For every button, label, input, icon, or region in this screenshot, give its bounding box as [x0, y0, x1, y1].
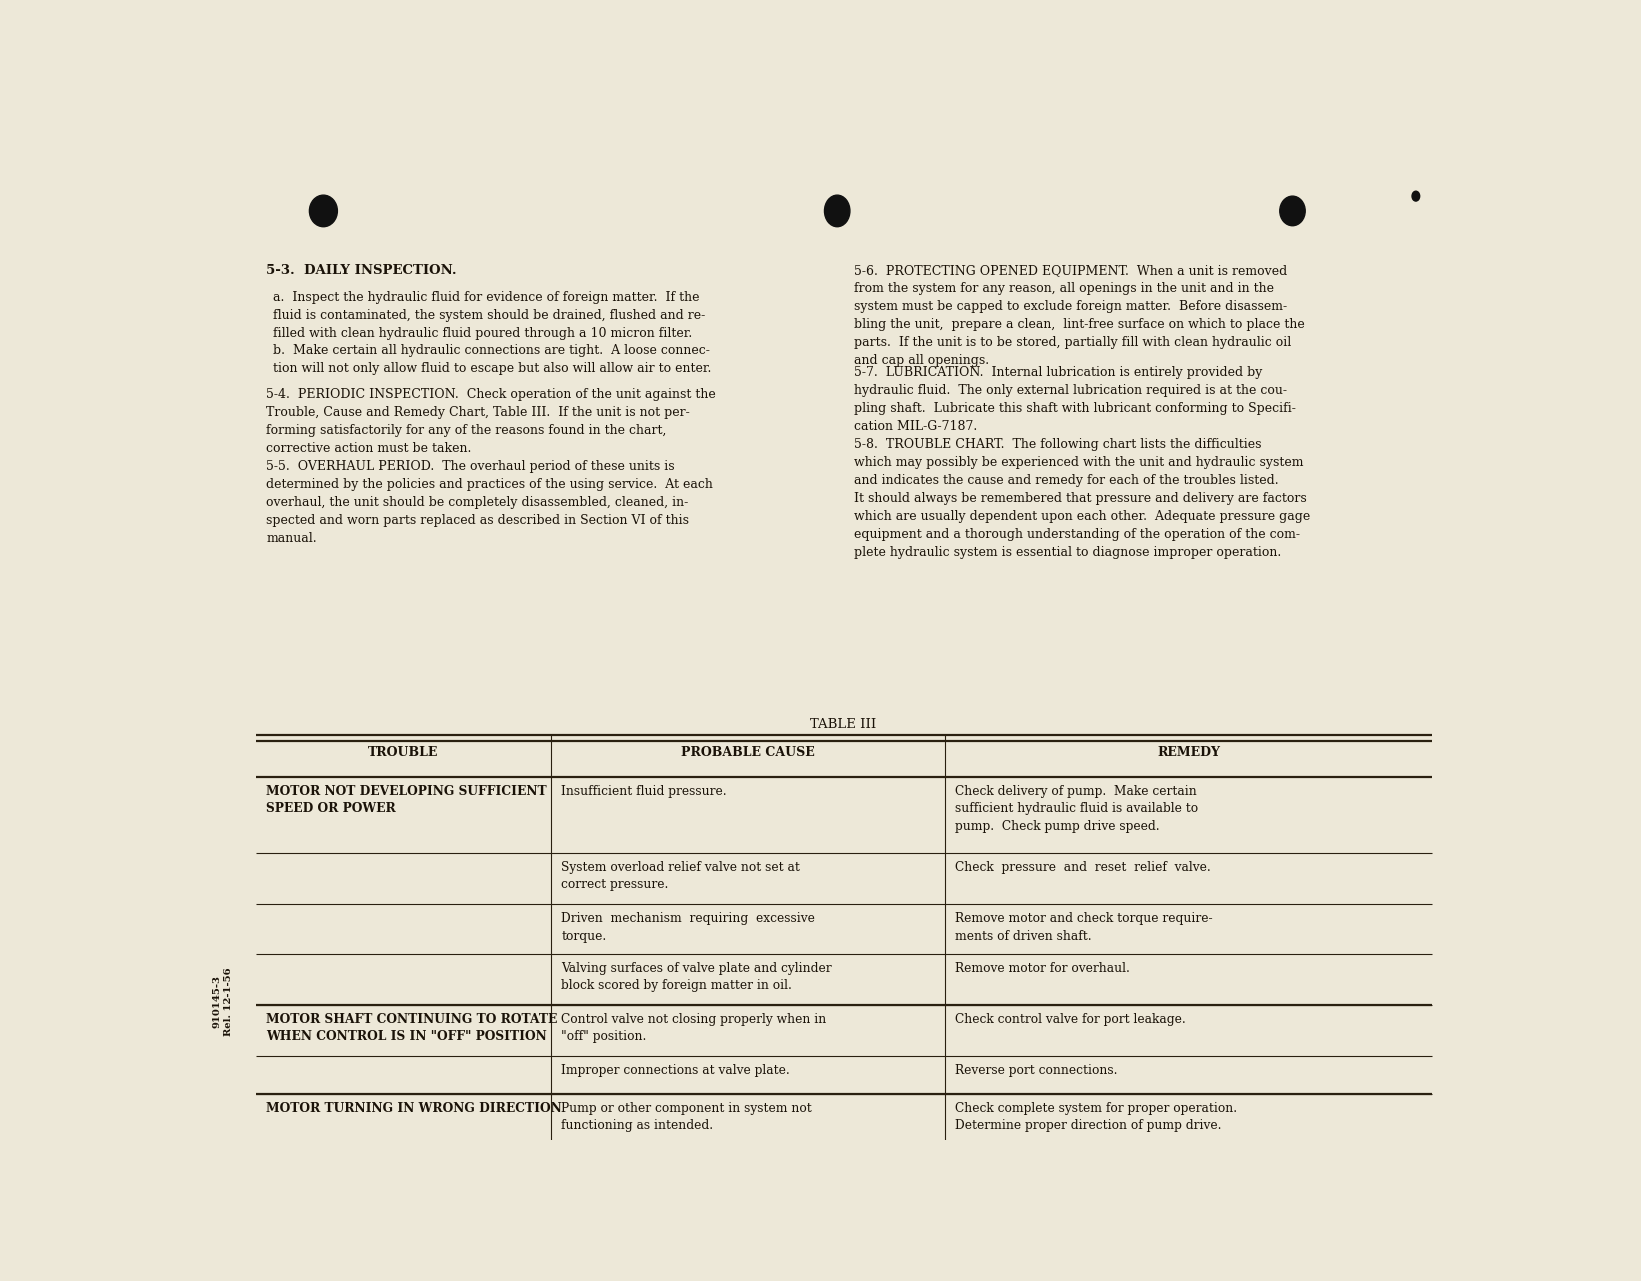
Text: Remove motor and check torque require-
ments of driven shaft.: Remove motor and check torque require- m… — [955, 912, 1213, 943]
Text: b.  Make certain all hydraulic connections are tight.  A loose connec-
tion will: b. Make certain all hydraulic connection… — [272, 345, 711, 375]
Text: 5-4.  PERIODIC INSPECTION.  Check operation of the unit against the
Trouble, Cau: 5-4. PERIODIC INSPECTION. Check operatio… — [266, 388, 715, 455]
Text: 910145-3
Rel. 12-1-56: 910145-3 Rel. 12-1-56 — [213, 967, 233, 1036]
Text: Insufficient fluid pressure.: Insufficient fluid pressure. — [561, 785, 727, 798]
Ellipse shape — [1280, 196, 1305, 225]
Text: Driven  mechanism  requiring  excessive
torque.: Driven mechanism requiring excessive tor… — [561, 912, 816, 943]
Text: MOTOR SHAFT CONTINUING TO ROTATE
WHEN CONTROL IS IN "OFF" POSITION: MOTOR SHAFT CONTINUING TO ROTATE WHEN CO… — [266, 1013, 558, 1043]
Text: 5-3.  DAILY INSPECTION.: 5-3. DAILY INSPECTION. — [266, 264, 456, 277]
Text: 5-7.  LUBRICATION.  Internal lubrication is entirely provided by
hydraulic fluid: 5-7. LUBRICATION. Internal lubrication i… — [853, 365, 1296, 433]
Text: Control valve not closing properly when in
"off" position.: Control valve not closing properly when … — [561, 1013, 827, 1043]
Ellipse shape — [1411, 191, 1419, 201]
Ellipse shape — [310, 195, 338, 227]
Text: Remove motor for overhaul.: Remove motor for overhaul. — [955, 962, 1131, 975]
Text: TROUBLE: TROUBLE — [368, 746, 438, 758]
Text: Improper connections at valve plate.: Improper connections at valve plate. — [561, 1065, 789, 1077]
Text: Check delivery of pump.  Make certain
sufficient hydraulic fluid is available to: Check delivery of pump. Make certain suf… — [955, 785, 1198, 833]
Text: Reverse port connections.: Reverse port connections. — [955, 1065, 1118, 1077]
Text: a.  Inspect the hydraulic fluid for evidence of foreign matter.  If the
fluid is: a. Inspect the hydraulic fluid for evide… — [272, 291, 704, 339]
Text: Check complete system for proper operation.
Determine proper direction of pump d: Check complete system for proper operati… — [955, 1102, 1237, 1132]
Text: 5-5.  OVERHAUL PERIOD.  The overhaul period of these units is
determined by the : 5-5. OVERHAUL PERIOD. The overhaul perio… — [266, 460, 714, 546]
Text: MOTOR NOT DEVELOPING SUFFICIENT
SPEED OR POWER: MOTOR NOT DEVELOPING SUFFICIENT SPEED OR… — [266, 785, 546, 815]
Text: 5-8.  TROUBLE CHART.  The following chart lists the difficulties
which may possi: 5-8. TROUBLE CHART. The following chart … — [853, 438, 1310, 559]
Text: REMEDY: REMEDY — [1157, 746, 1221, 758]
Text: Check  pressure  and  reset  relief  valve.: Check pressure and reset relief valve. — [955, 861, 1211, 874]
Text: Pump or other component in system not
functioning as intended.: Pump or other component in system not fu… — [561, 1102, 812, 1132]
Text: MOTOR TURNING IN WRONG DIRECTION: MOTOR TURNING IN WRONG DIRECTION — [266, 1102, 561, 1114]
Text: TABLE III: TABLE III — [811, 717, 876, 731]
Text: PROBABLE CAUSE: PROBABLE CAUSE — [681, 746, 816, 758]
Text: 5-6.  PROTECTING OPENED EQUIPMENT.  When a unit is removed
from the system for a: 5-6. PROTECTING OPENED EQUIPMENT. When a… — [853, 264, 1305, 368]
Text: Valving surfaces of valve plate and cylinder
block scored by foreign matter in o: Valving surfaces of valve plate and cyli… — [561, 962, 832, 991]
Text: System overload relief valve not set at
correct pressure.: System overload relief valve not set at … — [561, 861, 801, 892]
Text: Check control valve for port leakage.: Check control valve for port leakage. — [955, 1013, 1186, 1026]
Ellipse shape — [824, 195, 850, 227]
